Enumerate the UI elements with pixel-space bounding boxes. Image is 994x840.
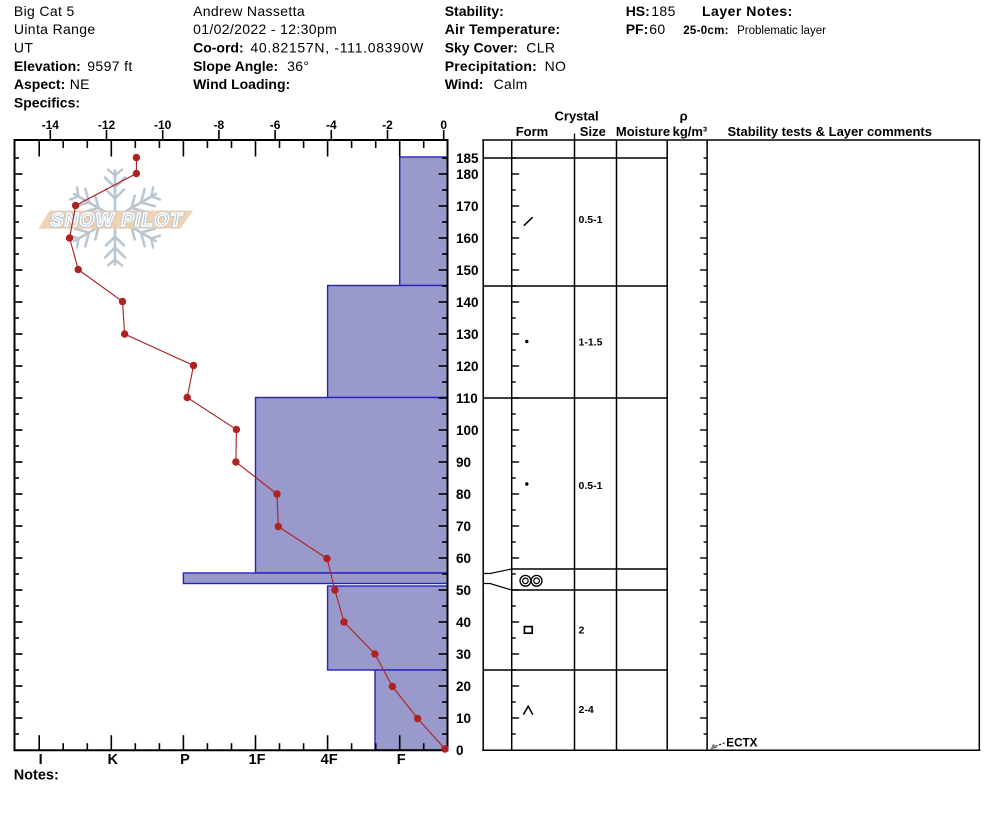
svg-text:40.82157N, -111.08390W: 40.82157N, -111.08390W bbox=[250, 40, 424, 56]
svg-text:kg/m³: kg/m³ bbox=[673, 124, 708, 139]
svg-text:-14: -14 bbox=[42, 118, 60, 132]
svg-text:PF:: PF: bbox=[626, 21, 649, 37]
svg-text:0.5-1: 0.5-1 bbox=[579, 214, 603, 226]
svg-text:ECTX: ECTX bbox=[726, 736, 757, 749]
svg-text:0.5-1: 0.5-1 bbox=[579, 480, 603, 492]
svg-text:Precipitation:: Precipitation: bbox=[445, 58, 537, 74]
svg-text:NE: NE bbox=[70, 76, 90, 92]
svg-text:170: 170 bbox=[456, 199, 479, 214]
svg-text:40: 40 bbox=[456, 615, 471, 630]
svg-text:60: 60 bbox=[649, 21, 665, 37]
svg-text:Size: Size bbox=[580, 124, 606, 139]
svg-text:P: P bbox=[180, 752, 190, 768]
svg-text:K: K bbox=[108, 752, 119, 768]
svg-text:HS:: HS: bbox=[626, 3, 650, 19]
svg-text:160: 160 bbox=[456, 231, 479, 246]
svg-text:70: 70 bbox=[456, 519, 471, 534]
svg-text:Slope Angle:: Slope Angle: bbox=[193, 58, 278, 74]
svg-text:Moisture: Moisture bbox=[616, 124, 670, 139]
svg-text:Co-ord:: Co-ord: bbox=[193, 40, 244, 56]
svg-text:2: 2 bbox=[579, 624, 585, 636]
svg-text:Elevation:: Elevation: bbox=[14, 58, 81, 74]
svg-text:Stability tests & Layer commen: Stability tests & Layer comments bbox=[728, 124, 932, 139]
svg-text:0: 0 bbox=[440, 118, 447, 132]
svg-text:Problematic layer: Problematic layer bbox=[737, 25, 826, 37]
svg-text:NO: NO bbox=[545, 58, 567, 74]
svg-text:F: F bbox=[397, 752, 406, 768]
svg-text:185: 185 bbox=[651, 3, 675, 19]
svg-text:Stability:: Stability: bbox=[445, 3, 504, 19]
svg-text:SNOW PILOT: SNOW PILOT bbox=[49, 210, 185, 231]
svg-text:Air Temperature:: Air Temperature: bbox=[445, 21, 561, 37]
svg-text:Wind Loading:: Wind Loading: bbox=[193, 76, 290, 92]
svg-text:-2: -2 bbox=[382, 118, 393, 132]
svg-text:Specifics:: Specifics: bbox=[14, 94, 80, 110]
svg-text:Wind:: Wind: bbox=[445, 76, 484, 92]
svg-text:120: 120 bbox=[456, 359, 479, 374]
svg-text:140: 140 bbox=[456, 295, 479, 310]
svg-text:Big Cat 5: Big Cat 5 bbox=[14, 3, 75, 19]
svg-text:I: I bbox=[39, 752, 43, 768]
svg-text:1-1.5: 1-1.5 bbox=[579, 336, 603, 348]
svg-text:36°: 36° bbox=[287, 58, 309, 74]
svg-text:185: 185 bbox=[456, 151, 479, 166]
svg-text:Calm: Calm bbox=[494, 76, 528, 92]
svg-text:ρ: ρ bbox=[680, 109, 688, 124]
svg-text:100: 100 bbox=[456, 423, 479, 438]
svg-text:CLR: CLR bbox=[526, 40, 555, 56]
svg-text:90: 90 bbox=[456, 455, 471, 470]
svg-text:Aspect:: Aspect: bbox=[14, 76, 65, 92]
svg-text:25-0cm:: 25-0cm: bbox=[683, 25, 729, 37]
svg-text:60: 60 bbox=[456, 551, 471, 566]
svg-text:Crystal: Crystal bbox=[555, 109, 599, 124]
svg-text:-8: -8 bbox=[214, 118, 225, 132]
svg-text:150: 150 bbox=[456, 263, 479, 278]
svg-text:1F: 1F bbox=[249, 752, 266, 768]
svg-text:Layer Notes:: Layer Notes: bbox=[702, 3, 793, 19]
svg-text:4F: 4F bbox=[321, 752, 338, 768]
svg-text:Sky Cover:: Sky Cover: bbox=[445, 40, 518, 56]
svg-text:0: 0 bbox=[456, 743, 464, 758]
svg-text:80: 80 bbox=[456, 487, 471, 502]
svg-text:Form: Form bbox=[516, 124, 549, 139]
svg-text:-6: -6 bbox=[270, 118, 281, 132]
svg-text:10: 10 bbox=[456, 711, 471, 726]
svg-text:110: 110 bbox=[456, 391, 478, 406]
svg-text:130: 130 bbox=[456, 327, 479, 342]
svg-text:01/02/2022 - 12:30pm: 01/02/2022 - 12:30pm bbox=[193, 21, 337, 37]
svg-text:-4: -4 bbox=[326, 118, 337, 132]
svg-text:30: 30 bbox=[456, 647, 471, 662]
svg-text:20: 20 bbox=[456, 679, 471, 694]
svg-text:-12: -12 bbox=[98, 118, 116, 132]
svg-text:SNOW PILOT: SNOW PILOT bbox=[49, 210, 185, 231]
svg-text:-10: -10 bbox=[154, 118, 172, 132]
svg-text:50: 50 bbox=[456, 583, 471, 598]
svg-text:180: 180 bbox=[456, 167, 479, 182]
svg-text:Notes:: Notes: bbox=[14, 768, 59, 784]
svg-text:9597 ft: 9597 ft bbox=[87, 58, 132, 74]
svg-text:UT: UT bbox=[14, 40, 33, 56]
svg-text:Andrew Nassetta: Andrew Nassetta bbox=[193, 3, 305, 19]
svg-text:2-4: 2-4 bbox=[579, 704, 594, 716]
svg-text:Uinta Range: Uinta Range bbox=[14, 21, 96, 37]
